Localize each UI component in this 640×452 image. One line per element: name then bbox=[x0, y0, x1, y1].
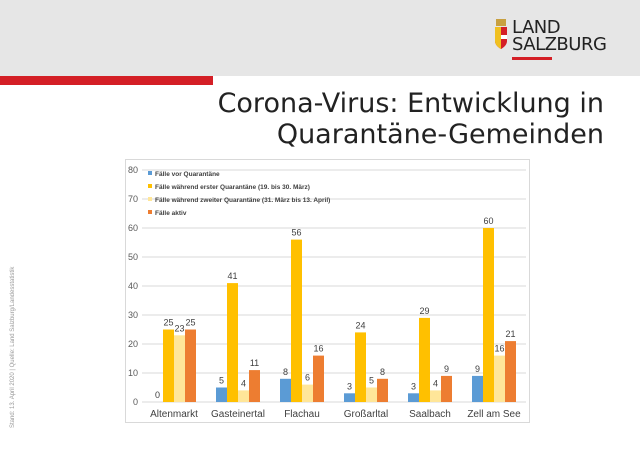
bar bbox=[344, 393, 355, 402]
logo-text-1: LAND bbox=[512, 17, 561, 38]
data-label: 3 bbox=[347, 381, 352, 391]
legend-label: Fälle während erster Quarantäne (19. bis… bbox=[155, 184, 310, 191]
x-tick-label: Altenmarkt bbox=[150, 409, 198, 420]
data-label: 5 bbox=[369, 376, 374, 386]
data-label: 11 bbox=[250, 358, 259, 368]
bar bbox=[249, 370, 260, 402]
data-label: 8 bbox=[380, 367, 385, 377]
data-label: 56 bbox=[291, 228, 301, 238]
y-tick-label: 20 bbox=[128, 339, 138, 349]
data-label: 9 bbox=[444, 364, 449, 374]
bar bbox=[419, 317, 430, 402]
bar bbox=[291, 239, 302, 402]
source-note: Stand: 13. April 2020 | Quelle: Land Sal… bbox=[10, 266, 16, 428]
bar bbox=[280, 378, 291, 402]
y-tick-label: 40 bbox=[128, 281, 138, 291]
header-band bbox=[0, 0, 640, 76]
bar bbox=[185, 329, 196, 402]
bar bbox=[483, 228, 494, 402]
data-label: 29 bbox=[419, 306, 429, 316]
logo-underline bbox=[512, 57, 552, 60]
data-label: 41 bbox=[227, 271, 237, 281]
data-label: 60 bbox=[483, 216, 493, 226]
x-tick-label: Flachau bbox=[284, 409, 320, 420]
y-tick-label: 10 bbox=[128, 368, 138, 378]
legend-label: Fälle aktiv bbox=[155, 210, 187, 217]
y-tick-label: 70 bbox=[128, 194, 138, 204]
bar bbox=[355, 332, 366, 402]
y-tick-label: 0 bbox=[133, 397, 138, 407]
title-line-1: Corona-Virus: Entwicklung in bbox=[217, 88, 604, 119]
accent-bar bbox=[0, 76, 213, 85]
legend-label: Fälle während zweiter Quarantäne (31. Mä… bbox=[155, 197, 330, 204]
y-tick-label: 60 bbox=[128, 223, 138, 233]
legend-swatch bbox=[148, 171, 152, 175]
y-tick-label: 30 bbox=[128, 310, 138, 320]
data-label: 4 bbox=[241, 378, 246, 388]
bar bbox=[163, 329, 174, 402]
bar bbox=[216, 387, 227, 402]
x-tick-label: Zell am See bbox=[467, 409, 521, 420]
data-label: 0 bbox=[155, 390, 160, 400]
page-title: Corona-Virus: Entwicklung in Quarantäne-… bbox=[218, 88, 604, 150]
land-salzburg-logo: LAND SALZBURG bbox=[490, 17, 620, 61]
bar bbox=[494, 355, 505, 402]
bar bbox=[313, 355, 324, 402]
bar bbox=[238, 390, 249, 402]
legend-swatch bbox=[148, 197, 152, 201]
x-tick-label: Gasteinertal bbox=[211, 409, 265, 420]
data-label: 16 bbox=[494, 344, 504, 354]
data-label: 16 bbox=[313, 344, 323, 354]
bar bbox=[366, 387, 377, 402]
bar bbox=[441, 375, 452, 402]
bar bbox=[377, 378, 388, 402]
bar bbox=[302, 384, 313, 402]
data-label: 24 bbox=[355, 320, 365, 330]
data-label: 25 bbox=[185, 318, 195, 328]
title-line-2: Quarantäne-Gemeinden bbox=[276, 119, 604, 150]
y-tick-label: 80 bbox=[128, 165, 138, 175]
coat-of-arms-icon bbox=[495, 19, 507, 49]
bar bbox=[174, 335, 185, 402]
data-label: 23 bbox=[174, 323, 184, 333]
bar bbox=[472, 375, 483, 402]
x-tick-label: Saalbach bbox=[409, 409, 451, 420]
data-label: 6 bbox=[305, 373, 310, 383]
legend-swatch bbox=[148, 210, 152, 214]
legend-label: Fälle vor Quarantäne bbox=[155, 171, 220, 178]
data-label: 4 bbox=[433, 378, 438, 388]
data-label: 8 bbox=[283, 367, 288, 377]
bar-chart: 0 10 20 30 40 50 60 70 80 0 25 23 25 Altenmarkt 5 41 4 11… bbox=[125, 159, 530, 423]
bar bbox=[408, 393, 419, 402]
data-label: 9 bbox=[475, 364, 480, 374]
bar bbox=[227, 283, 238, 402]
legend-swatch bbox=[148, 184, 152, 188]
data-label: 21 bbox=[505, 329, 515, 339]
data-label: 5 bbox=[219, 376, 224, 386]
bar bbox=[505, 341, 516, 402]
x-tick-label: Großarltal bbox=[344, 409, 388, 420]
bar bbox=[430, 390, 441, 402]
data-label: 3 bbox=[411, 381, 416, 391]
data-label: 25 bbox=[163, 318, 173, 328]
y-tick-label: 50 bbox=[128, 252, 138, 262]
logo-text-2: SALZBURG bbox=[512, 34, 607, 55]
